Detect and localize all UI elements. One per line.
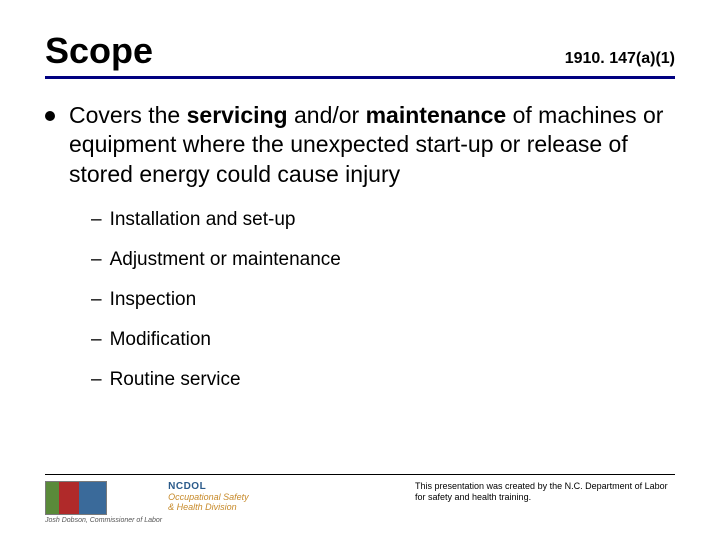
- dash-icon: –: [91, 369, 102, 391]
- ncdol-label: NCDOL: [168, 481, 249, 492]
- credit-text: This presentation was created by the N.C…: [415, 481, 675, 504]
- list-item: – Inspection: [91, 289, 675, 311]
- list-item: – Modification: [91, 329, 675, 351]
- page-title: Scope: [45, 30, 153, 72]
- dash-icon: –: [91, 249, 102, 271]
- main-bold1: servicing: [187, 102, 294, 128]
- logo-left: Josh Dobson, Commissioner of Labor: [45, 481, 162, 524]
- sub-list: – Installation and set-up – Adjustment o…: [91, 209, 675, 391]
- regulation-reference: 1910. 147(a)(1): [565, 50, 675, 68]
- bullet-icon: [45, 111, 55, 121]
- ncdol-logo-icon: [45, 481, 107, 515]
- sub-text: Routine service: [110, 369, 241, 391]
- dash-icon: –: [91, 209, 102, 231]
- dash-icon: –: [91, 329, 102, 351]
- main-bold2: maintenance: [366, 102, 513, 128]
- list-item: – Routine service: [91, 369, 675, 391]
- sub-text: Installation and set-up: [110, 209, 296, 231]
- sub-text: Adjustment or maintenance: [110, 249, 341, 271]
- main-prefix: Covers the: [69, 102, 187, 128]
- commissioner-text: Josh Dobson, Commissioner of Labor: [45, 517, 162, 524]
- sub-text: Inspection: [110, 289, 197, 311]
- main-bullet: Covers the servicing and/or maintenance …: [45, 101, 675, 189]
- dash-icon: –: [91, 289, 102, 311]
- header-row: Scope 1910. 147(a)(1): [45, 30, 675, 79]
- main-text: Covers the servicing and/or maintenance …: [69, 101, 675, 189]
- list-item: – Installation and set-up: [91, 209, 675, 231]
- list-item: – Adjustment or maintenance: [91, 249, 675, 271]
- footer: Josh Dobson, Commissioner of Labor NCDOL…: [45, 474, 675, 524]
- logo-block: Josh Dobson, Commissioner of Labor NCDOL…: [45, 481, 249, 524]
- osh-line2: & Health Division: [168, 503, 249, 512]
- main-mid: and/or: [294, 102, 366, 128]
- logo-text: NCDOL Occupational Safety & Health Divis…: [168, 481, 249, 513]
- osh-line1: Occupational Safety: [168, 493, 249, 502]
- sub-text: Modification: [110, 329, 211, 351]
